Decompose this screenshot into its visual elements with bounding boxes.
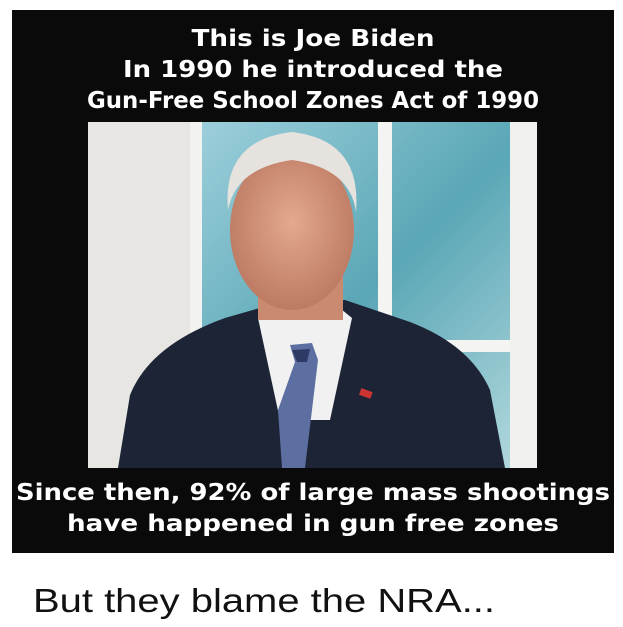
caption: But they blame the NRA... — [33, 582, 495, 619]
photo — [88, 122, 537, 468]
top-text: This is Joe Biden — [192, 26, 435, 52]
bottom-text: Since then, 92% of large mass shootings — [16, 480, 610, 506]
bottom-text: have happened in gun free zones — [67, 511, 559, 537]
top-text: Gun-Free School Zones Act of 1990 — [87, 88, 539, 114]
top-text: In 1990 he introduced the — [123, 57, 503, 83]
